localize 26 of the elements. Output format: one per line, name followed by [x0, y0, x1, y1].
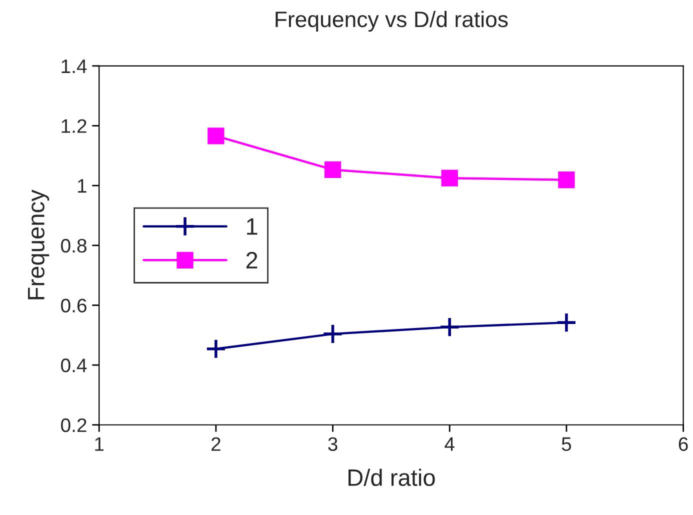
- point: [439, 316, 460, 338]
- x-tick-label: 2: [212, 437, 220, 451]
- y-tick-label: 1: [78, 179, 86, 193]
- point: [206, 338, 226, 360]
- chart-title: Frequency vs D/d ratios: [276, 10, 508, 32]
- legend-label: 2: [246, 252, 258, 268]
- x-tick-label: 5: [562, 437, 572, 451]
- y-tick-label: 1.4: [62, 60, 87, 73]
- y-tick-label: 0.8: [61, 238, 86, 253]
- point: [556, 312, 577, 333]
- y-tick-label: 1.2: [62, 119, 86, 133]
- point: [322, 324, 344, 344]
- y-axis-title: Frequency: [28, 190, 50, 300]
- y-tick-label: 0.2: [61, 418, 86, 432]
- point: [324, 161, 342, 178]
- x-tick-label: 6: [678, 437, 688, 451]
- x-tick-label: 1: [95, 437, 104, 451]
- point: [208, 128, 224, 144]
- x-axis-title: D/d ratio: [348, 468, 435, 486]
- x-tick-label: 3: [328, 437, 338, 451]
- legend-label: 1: [247, 218, 258, 235]
- point: [558, 172, 575, 188]
- x-tick-label: 4: [444, 437, 454, 451]
- y-tick-label: 0.6: [61, 298, 86, 312]
- point: [441, 170, 458, 186]
- y-tick-label: 0.4: [61, 358, 87, 372]
